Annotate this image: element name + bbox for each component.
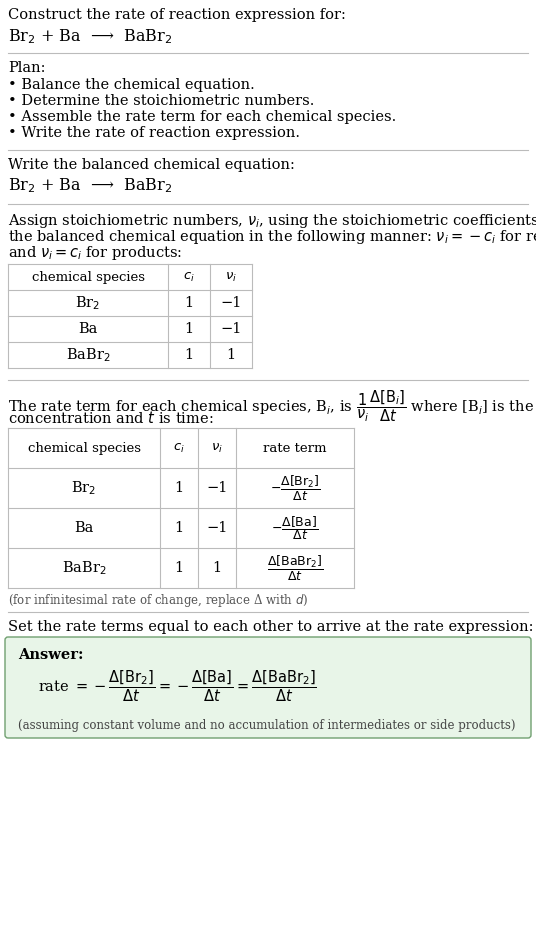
Text: (for infinitesimal rate of change, replace Δ with $d$): (for infinitesimal rate of change, repla… [8,592,308,609]
Text: 1: 1 [174,561,183,575]
Text: Assign stoichiometric numbers, $\nu_i$, using the stoichiometric coefficients, $: Assign stoichiometric numbers, $\nu_i$, … [8,212,536,230]
Text: $-\dfrac{\Delta[\mathrm{Ba}]}{\Delta t}$: $-\dfrac{\Delta[\mathrm{Ba}]}{\Delta t}$ [272,514,318,542]
FancyBboxPatch shape [5,637,531,738]
Text: • Assemble the rate term for each chemical species.: • Assemble the rate term for each chemic… [8,110,396,124]
Text: • Determine the stoichiometric numbers.: • Determine the stoichiometric numbers. [8,94,315,108]
Text: Br$_2$: Br$_2$ [71,479,96,497]
Text: $\nu_i$: $\nu_i$ [225,270,237,283]
Text: 1: 1 [226,348,235,362]
Text: −1: −1 [206,481,228,495]
Text: (assuming constant volume and no accumulation of intermediates or side products): (assuming constant volume and no accumul… [18,719,516,732]
Text: Br$_2$ + Ba  ⟶  BaBr$_2$: Br$_2$ + Ba ⟶ BaBr$_2$ [8,176,172,194]
Text: 1: 1 [174,481,183,495]
Text: • Balance the chemical equation.: • Balance the chemical equation. [8,78,255,92]
Text: and $\nu_i = c_i$ for products:: and $\nu_i = c_i$ for products: [8,244,182,262]
Text: Br$_2$: Br$_2$ [76,294,101,312]
Text: Write the balanced chemical equation:: Write the balanced chemical equation: [8,158,295,172]
Text: BaBr$_2$: BaBr$_2$ [62,559,106,576]
Text: $\dfrac{\Delta[\mathrm{BaBr}_2]}{\Delta t}$: $\dfrac{\Delta[\mathrm{BaBr}_2]}{\Delta … [267,554,323,582]
Text: $-\dfrac{\Delta[\mathrm{Br}_2]}{\Delta t}$: $-\dfrac{\Delta[\mathrm{Br}_2]}{\Delta t… [270,473,321,502]
Text: 1: 1 [184,322,193,336]
Text: $c_i$: $c_i$ [173,442,185,454]
Text: The rate term for each chemical species, B$_i$, is $\dfrac{1}{\nu_i}\dfrac{\Delt: The rate term for each chemical species,… [8,388,536,424]
Text: −1: −1 [206,521,228,535]
Text: the balanced chemical equation in the following manner: $\nu_i = -c_i$ for react: the balanced chemical equation in the fo… [8,228,536,246]
Text: • Write the rate of reaction expression.: • Write the rate of reaction expression. [8,126,300,140]
Text: 1: 1 [212,561,221,575]
Text: $c_i$: $c_i$ [183,270,195,283]
Text: concentration and $t$ is time:: concentration and $t$ is time: [8,410,213,426]
Text: chemical species: chemical species [27,442,140,454]
Text: chemical species: chemical species [32,270,145,283]
Text: Plan:: Plan: [8,61,46,75]
Text: Set the rate terms equal to each other to arrive at the rate expression:: Set the rate terms equal to each other t… [8,620,533,634]
Text: −1: −1 [220,296,242,310]
Text: BaBr$_2$: BaBr$_2$ [65,346,110,364]
Text: −1: −1 [220,322,242,336]
Text: 1: 1 [184,348,193,362]
Text: Br$_2$ + Ba  ⟶  BaBr$_2$: Br$_2$ + Ba ⟶ BaBr$_2$ [8,27,172,46]
Text: Answer:: Answer: [18,648,84,662]
Text: $\nu_i$: $\nu_i$ [211,442,223,454]
Text: 1: 1 [174,521,183,535]
Text: rate term: rate term [263,442,327,454]
Text: Ba: Ba [75,521,94,535]
Text: Ba: Ba [78,322,98,336]
Text: rate $= -\dfrac{\Delta[\mathrm{Br}_2]}{\Delta t} = -\dfrac{\Delta[\mathrm{Ba}]}{: rate $= -\dfrac{\Delta[\mathrm{Br}_2]}{\… [38,668,317,703]
Text: Construct the rate of reaction expression for:: Construct the rate of reaction expressio… [8,8,346,22]
Text: 1: 1 [184,296,193,310]
